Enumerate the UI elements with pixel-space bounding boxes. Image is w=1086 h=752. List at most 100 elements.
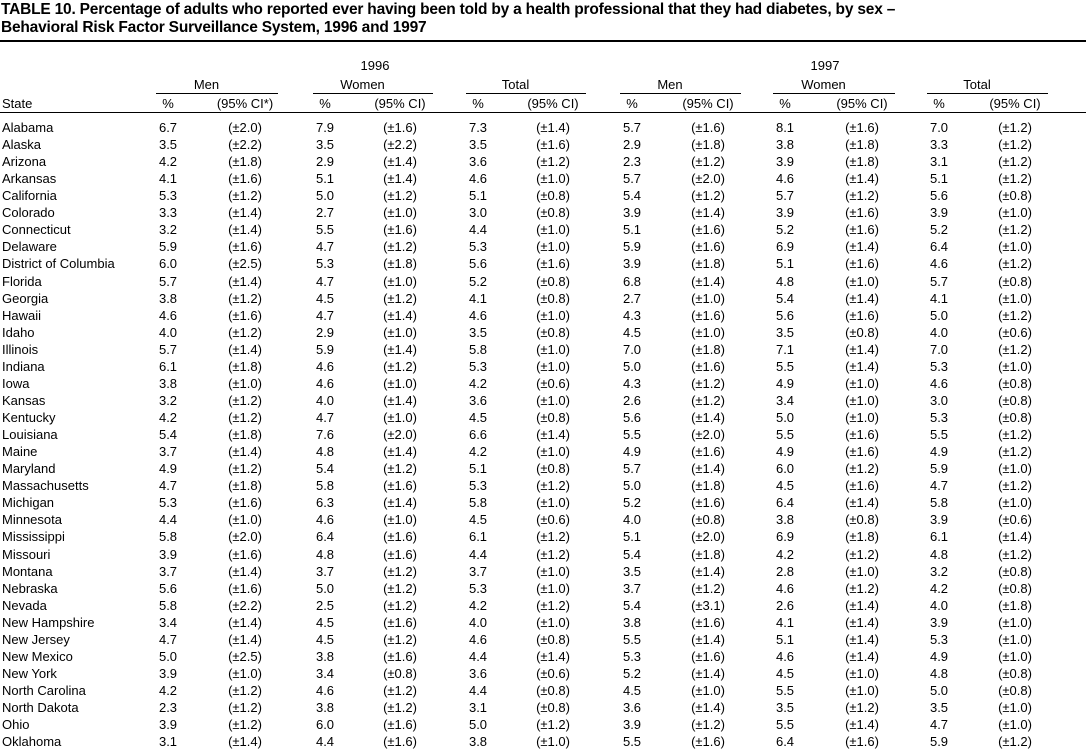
state-name: Ohio	[2, 717, 30, 733]
ci-cell: (±1.0)	[691, 682, 725, 698]
ci-cell: (±1.0)	[998, 614, 1032, 630]
ci-cell: (±1.6)	[845, 256, 879, 272]
column-header: (95% CI)	[989, 96, 1041, 111]
percent-cell: 5.5	[622, 631, 642, 647]
state-name: Hawaii	[2, 307, 42, 323]
percent-cell: 5.6	[929, 188, 949, 204]
ci-cell: (±1.0)	[998, 290, 1032, 306]
percent-cell: 4.6	[775, 648, 795, 664]
percent-cell: 4.5	[775, 478, 795, 494]
percent-cell: 4.6	[929, 375, 949, 391]
ci-cell: (±1.8)	[228, 154, 262, 170]
group-rule	[620, 93, 741, 94]
ci-cell: (±2.0)	[383, 427, 417, 443]
percent-cell: 4.0	[468, 614, 488, 630]
percent-cell: 3.6	[622, 700, 642, 716]
percent-cell: 5.7	[158, 273, 178, 289]
percent-cell: 3.9	[622, 256, 642, 272]
percent-cell: 4.0	[929, 324, 949, 340]
percent-cell: 5.0	[468, 717, 488, 733]
ci-cell: (±0.8)	[998, 563, 1032, 579]
ci-cell: (±1.0)	[845, 682, 879, 698]
percent-cell: 5.0	[775, 410, 795, 426]
percent-cell: 4.8	[315, 546, 335, 562]
state-name: Florida	[2, 273, 42, 289]
ci-cell: (±1.2)	[998, 154, 1032, 170]
percent-cell: 6.1	[468, 529, 488, 545]
ci-cell: (±1.2)	[228, 461, 262, 477]
percent-cell: 4.1	[158, 171, 178, 187]
ci-cell: (±1.2)	[845, 546, 879, 562]
ci-cell: (±1.0)	[998, 631, 1032, 647]
percent-cell: 3.6	[468, 665, 488, 681]
column-header: %	[472, 96, 484, 111]
percent-cell: 8.1	[775, 120, 795, 135]
ci-cell: (±1.4)	[536, 648, 570, 664]
ci-cell: (±1.0)	[383, 410, 417, 426]
ci-cell: (±1.2)	[228, 392, 262, 408]
percent-cell: 3.6	[468, 392, 488, 408]
percent-cell: 5.5	[929, 427, 949, 443]
group-header: Women	[801, 77, 846, 92]
percent-cell: 4.5	[315, 631, 335, 647]
percent-cell: 2.5	[315, 597, 335, 613]
percent-cell: 5.0	[158, 648, 178, 664]
state-name: Mississippi	[2, 529, 65, 545]
state-name: New York	[2, 665, 57, 681]
ci-cell: (±1.4)	[383, 171, 417, 187]
ci-cell: (±1.4)	[228, 614, 262, 630]
percent-cell: 4.7	[158, 478, 178, 494]
ci-cell: (±1.4)	[228, 631, 262, 647]
state-name: North Carolina	[2, 682, 86, 698]
percent-cell: 4.4	[468, 546, 488, 562]
ci-cell: (±0.8)	[536, 410, 570, 426]
percent-cell: 5.1	[315, 171, 335, 187]
ci-cell: (±1.6)	[228, 171, 262, 187]
percent-cell: 4.6	[775, 171, 795, 187]
percent-cell: 6.0	[315, 717, 335, 733]
percent-cell: 3.5	[622, 563, 642, 579]
percent-cell: 4.2	[468, 597, 488, 613]
ci-cell: (±1.2)	[383, 290, 417, 306]
percent-cell: 5.4	[622, 188, 642, 204]
column-header: %	[319, 96, 331, 111]
ci-cell: (±1.2)	[691, 717, 725, 733]
percent-cell: 4.6	[158, 307, 178, 323]
ci-cell: (±1.4)	[691, 461, 725, 477]
percent-cell: 5.1	[622, 222, 642, 238]
ci-cell: (±0.8)	[845, 512, 879, 528]
percent-cell: 4.2	[929, 580, 949, 596]
percent-cell: 2.8	[775, 563, 795, 579]
percent-cell: 6.4	[315, 529, 335, 545]
percent-cell: 5.2	[622, 665, 642, 681]
percent-cell: 3.8	[468, 734, 488, 750]
ci-cell: (±1.8)	[228, 358, 262, 374]
ci-cell: (±1.0)	[228, 665, 262, 681]
ci-cell: (±1.6)	[228, 239, 262, 255]
percent-cell: 4.8	[929, 665, 949, 681]
ci-cell: (±1.0)	[383, 273, 417, 289]
percent-cell: 2.6	[775, 597, 795, 613]
percent-cell: 6.4	[775, 495, 795, 511]
percent-cell: 4.6	[315, 512, 335, 528]
percent-cell: 4.8	[775, 273, 795, 289]
ci-cell: (±1.6)	[383, 734, 417, 750]
ci-cell: (±1.2)	[383, 563, 417, 579]
ci-cell: (±1.4)	[691, 563, 725, 579]
state-name: Missouri	[2, 546, 51, 562]
percent-cell: 5.3	[929, 358, 949, 374]
percent-cell: 3.8	[775, 137, 795, 153]
percent-cell: 4.1	[929, 290, 949, 306]
percent-cell: 5.9	[622, 239, 642, 255]
ci-cell: (±1.6)	[691, 734, 725, 750]
ci-cell: (±0.8)	[998, 392, 1032, 408]
percent-cell: 5.8	[158, 529, 178, 545]
ci-cell: (±0.8)	[383, 665, 417, 681]
percent-cell: 7.0	[929, 341, 949, 357]
percent-cell: 3.9	[158, 665, 178, 681]
percent-cell: 3.9	[158, 717, 178, 733]
ci-cell: (±0.8)	[998, 375, 1032, 391]
ci-cell: (±0.6)	[536, 512, 570, 528]
percent-cell: 5.1	[775, 631, 795, 647]
